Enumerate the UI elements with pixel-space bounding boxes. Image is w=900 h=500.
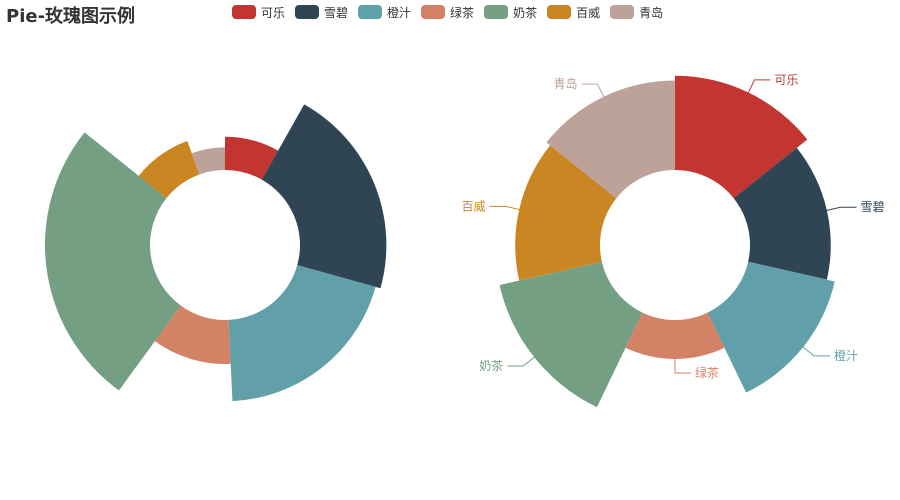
- legend-item[interactable]: 可乐: [232, 4, 285, 21]
- label-leader-line: [581, 83, 605, 97]
- legend-swatch: [547, 5, 572, 19]
- slice-label: 可乐: [775, 73, 799, 87]
- legend-label: 奶茶: [513, 5, 538, 20]
- slice-label: 青岛: [554, 76, 578, 91]
- slice-label: 雪碧: [861, 200, 885, 214]
- legend-item[interactable]: 雪碧: [295, 4, 348, 21]
- slice-label: 奶茶: [479, 358, 503, 373]
- legend-swatch: [232, 5, 256, 19]
- label-leader-line: [489, 205, 520, 210]
- rose-sector-百威[interactable]: [138, 141, 200, 199]
- legend-item[interactable]: 奶茶: [484, 4, 537, 21]
- rose-sector-青岛[interactable]: [191, 147, 225, 175]
- rose-sector-橙汁[interactable]: [707, 261, 835, 393]
- label-leader-line: [802, 346, 831, 357]
- rose-sector-绿茶[interactable]: [625, 312, 725, 360]
- legend: 可乐 雪碧 橙汁 绿茶 奶茶 百威 青岛: [232, 3, 673, 21]
- rose-sector-绿茶[interactable]: [154, 305, 231, 365]
- legend-label: 可乐: [261, 5, 286, 20]
- legend-swatch: [610, 5, 635, 19]
- legend-item[interactable]: 橙汁: [358, 4, 411, 21]
- legend-label: 百威: [576, 5, 601, 20]
- legend-label: 橙汁: [387, 5, 412, 20]
- legend-swatch: [358, 5, 383, 19]
- legend-swatch: [421, 5, 446, 19]
- legend-item[interactable]: 绿茶: [421, 4, 474, 21]
- slice-label: 橙汁: [834, 348, 858, 363]
- rose-sector-奶茶[interactable]: [44, 132, 181, 391]
- legend-label: 青岛: [639, 5, 664, 20]
- rose-sector-百威[interactable]: [515, 145, 617, 281]
- legend-label: 雪碧: [324, 5, 349, 20]
- rose-sector-橙汁[interactable]: [228, 265, 376, 402]
- slice-label: 绿茶: [695, 365, 719, 380]
- rose-chart-1: [44, 104, 387, 402]
- chart-title: Pie-玫瑰图示例: [6, 6, 136, 27]
- label-leader-line: [747, 79, 771, 93]
- legend-item[interactable]: 青岛: [610, 4, 663, 21]
- label-leader-line: [826, 206, 857, 211]
- label-leader-line: [507, 356, 535, 367]
- slice-label: 百威: [462, 199, 486, 213]
- rose-sector-青岛[interactable]: [546, 80, 675, 199]
- legend-swatch: [484, 5, 509, 19]
- legend-label: 绿茶: [450, 5, 475, 20]
- rose-sector-雪碧[interactable]: [261, 104, 387, 289]
- legend-swatch: [295, 5, 320, 19]
- rose-sector-雪碧[interactable]: [733, 147, 831, 280]
- rose-sector-奶茶[interactable]: [499, 261, 643, 408]
- rose-sector-可乐[interactable]: [675, 75, 808, 199]
- rose-sector-可乐[interactable]: [225, 136, 279, 180]
- legend-item[interactable]: 百威: [547, 4, 600, 21]
- label-leader-line: [674, 359, 691, 374]
